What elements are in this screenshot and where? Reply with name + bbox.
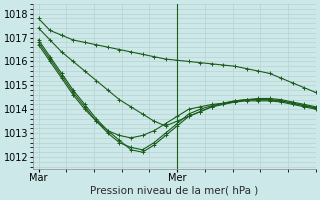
- X-axis label: Pression niveau de la mer( hPa ): Pression niveau de la mer( hPa ): [90, 186, 259, 196]
